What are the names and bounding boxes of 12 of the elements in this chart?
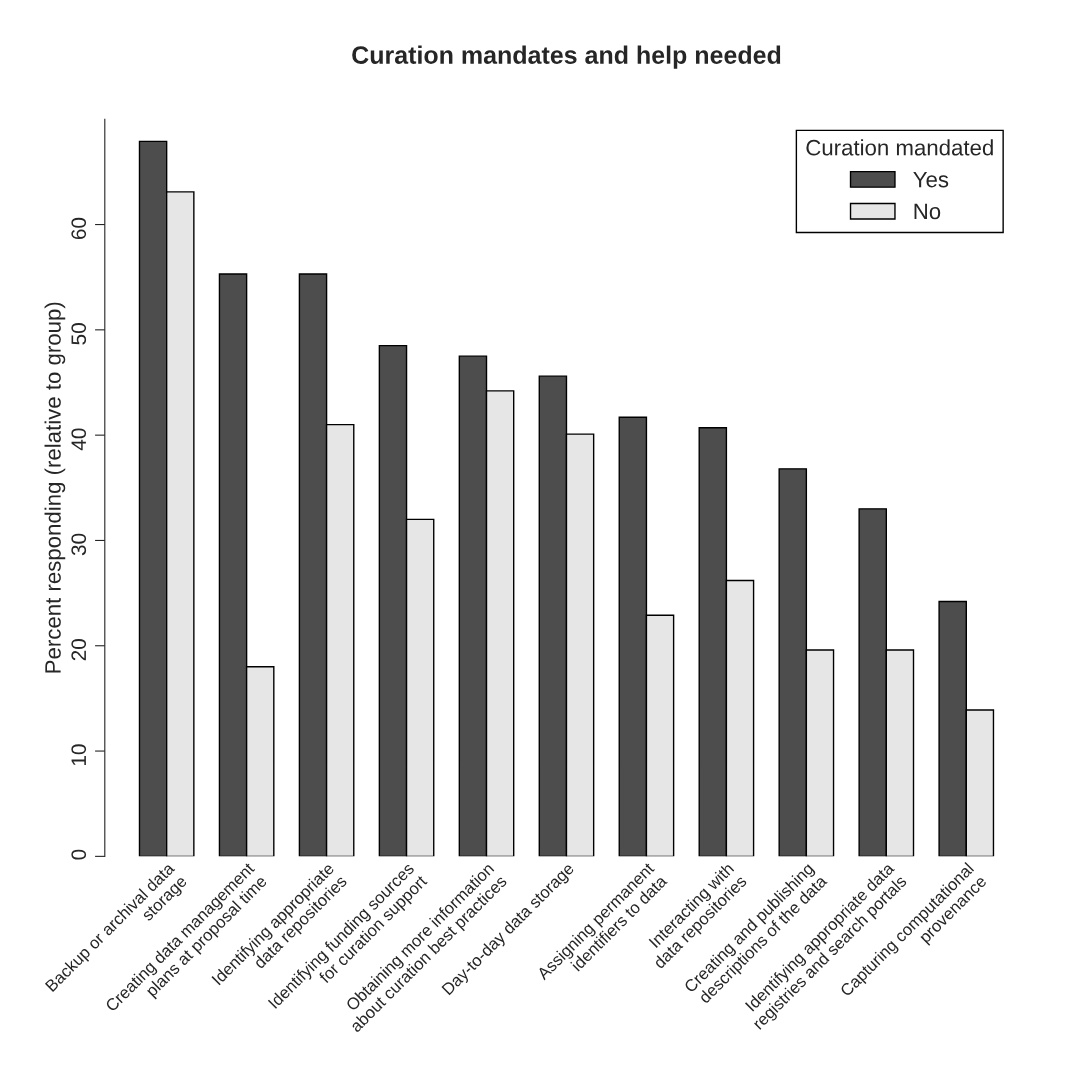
chart-title: Curation mandates and help needed [352, 45, 781, 69]
y-axis-title: Percent responding (relative to group) [44, 302, 66, 673]
y-tick-label: 0 [71, 849, 87, 860]
y-tick-label: 30 [71, 533, 87, 556]
legend-label: No [914, 203, 941, 220]
legend-title: Curation mandated [806, 139, 993, 156]
y-tick-label: 50 [71, 323, 87, 345]
y-tick-label: 40 [71, 428, 87, 451]
y-tick-label: 10 [71, 744, 87, 766]
legend-label: Yes [913, 171, 949, 188]
y-tick-label: 60 [71, 217, 87, 240]
y-tick-label: 20 [71, 639, 87, 661]
